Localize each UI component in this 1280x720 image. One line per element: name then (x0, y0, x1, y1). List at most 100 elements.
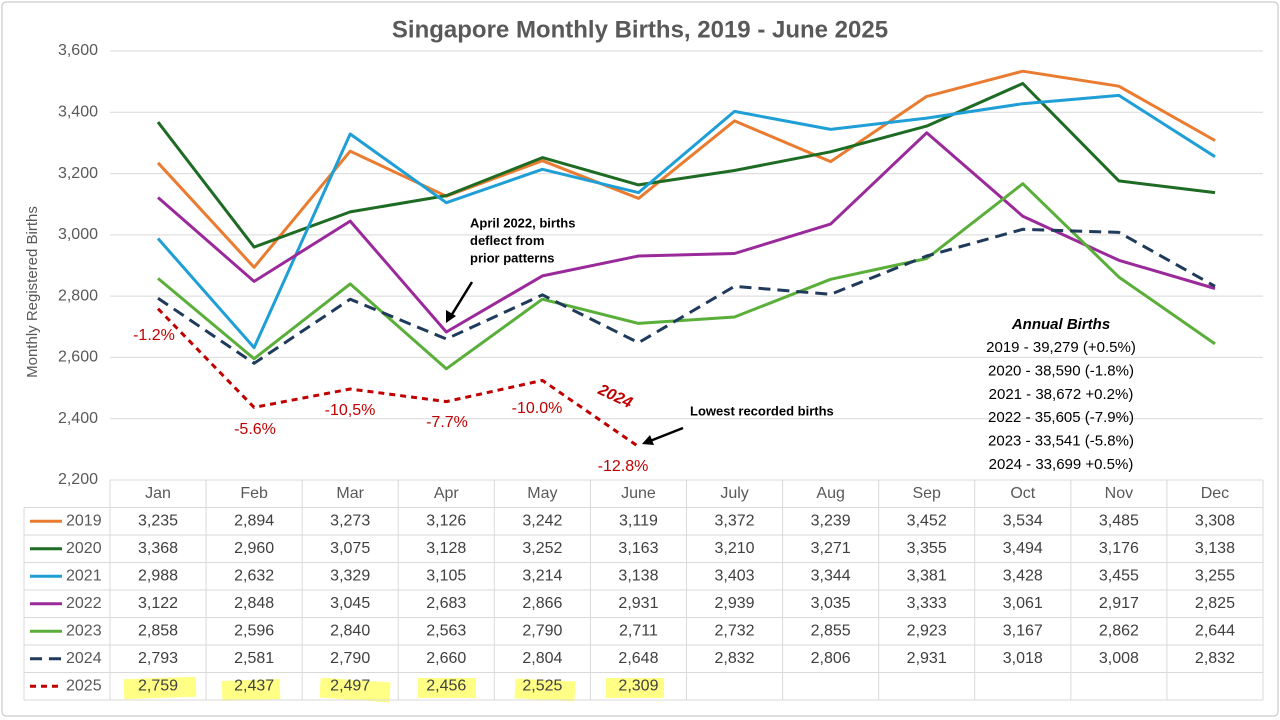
annual-line: 2019 - 39,279 (+0.5%) (986, 339, 1136, 356)
table-value: 3,403 (715, 567, 755, 584)
table-value: 3,128 (426, 540, 466, 557)
pct-label: -10.0% (512, 400, 563, 417)
table-value: 3,455 (1099, 567, 1139, 584)
table-value: 2,309 (618, 677, 658, 694)
table-value: 3,381 (907, 567, 947, 584)
y-tick-label: 3,400 (58, 104, 98, 121)
table-value: 2,683 (426, 595, 466, 612)
table-value: 2,732 (715, 622, 755, 639)
x-tick-label: Oct (1010, 485, 1035, 502)
arrow-head (446, 310, 456, 323)
table-value: 3,242 (522, 512, 562, 529)
table-value: 3,061 (1003, 595, 1043, 612)
legend-label: 2019 (66, 512, 102, 529)
pct-label: -1.2% (133, 327, 175, 344)
table-value: 3,368 (138, 540, 178, 557)
legend-label: 2022 (66, 595, 102, 612)
y-axis-title: Monthly Registered Births (24, 206, 41, 378)
table-value: 2,793 (138, 650, 178, 667)
table-value: 3,122 (138, 595, 178, 612)
table-value: 3,138 (618, 567, 658, 584)
table-value: 3,163 (618, 540, 658, 557)
table-value: 3,329 (330, 567, 370, 584)
x-tick-label: Dec (1201, 485, 1229, 502)
table-value: 2,790 (330, 650, 370, 667)
y-tick-label: 3,600 (58, 42, 98, 59)
x-tick-label: May (527, 485, 557, 502)
table-value: 3,235 (138, 512, 178, 529)
table-value: 3,045 (330, 595, 370, 612)
table-value: 2,855 (811, 622, 851, 639)
table-value: 3,485 (1099, 512, 1139, 529)
series-line (157, 131, 1216, 334)
table-value: 3,494 (1003, 540, 1043, 557)
table-value: 2,832 (1195, 650, 1235, 667)
table-value: 3,428 (1003, 567, 1043, 584)
legend-label: 2020 (66, 540, 102, 557)
table-value: 2,804 (522, 650, 562, 667)
annual-line: 2021 - 38,672 +0.2%) (989, 386, 1134, 403)
pct-label: -10,5% (325, 402, 376, 419)
highlight (319, 677, 391, 703)
table-value: 2,644 (1195, 622, 1235, 639)
table-value: 3,355 (907, 540, 947, 557)
x-tick-label: July (720, 485, 748, 502)
highlight (418, 678, 476, 698)
legend-label: 2025 (66, 677, 102, 694)
table-value: 3,126 (426, 512, 466, 529)
table-value: 3,176 (1099, 540, 1139, 557)
annotation: prior patterns (470, 250, 555, 265)
x-tick-label: Jan (145, 485, 171, 502)
table-value: 2,858 (138, 622, 178, 639)
table-value: 2,917 (1099, 595, 1139, 612)
table-value: 2,806 (811, 650, 851, 667)
pct-label: -5.6% (234, 421, 276, 438)
table-value: 3,138 (1195, 540, 1235, 557)
table-value: 2,596 (234, 622, 274, 639)
chart-title: Singapore Monthly Births, 2019 - June 20… (392, 16, 888, 43)
table-value: 2,825 (1195, 595, 1235, 612)
table-value: 3,534 (1003, 512, 1043, 529)
annual-line: 2024 - 33,699 +0.5%) (989, 456, 1134, 473)
table-value: 2,456 (426, 677, 466, 694)
table-value: 3,018 (1003, 650, 1043, 667)
table-value: 2,832 (715, 650, 755, 667)
annual-line: 2020 - 38,590 (-1.8%) (988, 362, 1134, 379)
table-value: 2,790 (522, 622, 562, 639)
x-tick-label: June (621, 485, 656, 502)
table-value: 3,271 (811, 540, 851, 557)
table-value: 3,333 (907, 595, 947, 612)
series-line (157, 227, 1216, 365)
series-line (157, 182, 1216, 371)
legend-label: 2021 (66, 567, 102, 584)
table-value: 2,648 (618, 650, 658, 667)
legend-label: 2024 (66, 650, 102, 667)
table-value: 2,862 (1099, 622, 1139, 639)
annual-line: 2023 - 33,541 (-5.8%) (988, 433, 1134, 450)
table-value: 3,255 (1195, 567, 1235, 584)
table-value: 2,840 (330, 622, 370, 639)
pct-label: -7.7% (426, 414, 468, 431)
table-value: 3,214 (522, 567, 562, 584)
table-value: 3,167 (1003, 622, 1043, 639)
x-tick-label: Aug (816, 485, 844, 502)
table-value: 2,931 (907, 650, 947, 667)
x-tick-label: Nov (1105, 485, 1133, 502)
table-value: 3,239 (811, 512, 851, 529)
highlight (606, 678, 664, 698)
highlight (123, 676, 197, 700)
y-tick-label: 3,200 (58, 165, 98, 182)
arrow (649, 426, 684, 443)
table-value: 3,344 (811, 567, 851, 584)
table-value: 3,035 (811, 595, 851, 612)
x-tick-label: Sep (912, 485, 941, 502)
table-value: 3,105 (426, 567, 466, 584)
table-value: 2,866 (522, 595, 562, 612)
table-value: 2,894 (234, 512, 274, 529)
table-value: 3,308 (1195, 512, 1235, 529)
table-value: 2,711 (619, 622, 658, 639)
pct-label: -12.8% (598, 458, 649, 475)
annotation: April 2022, births (470, 215, 575, 230)
